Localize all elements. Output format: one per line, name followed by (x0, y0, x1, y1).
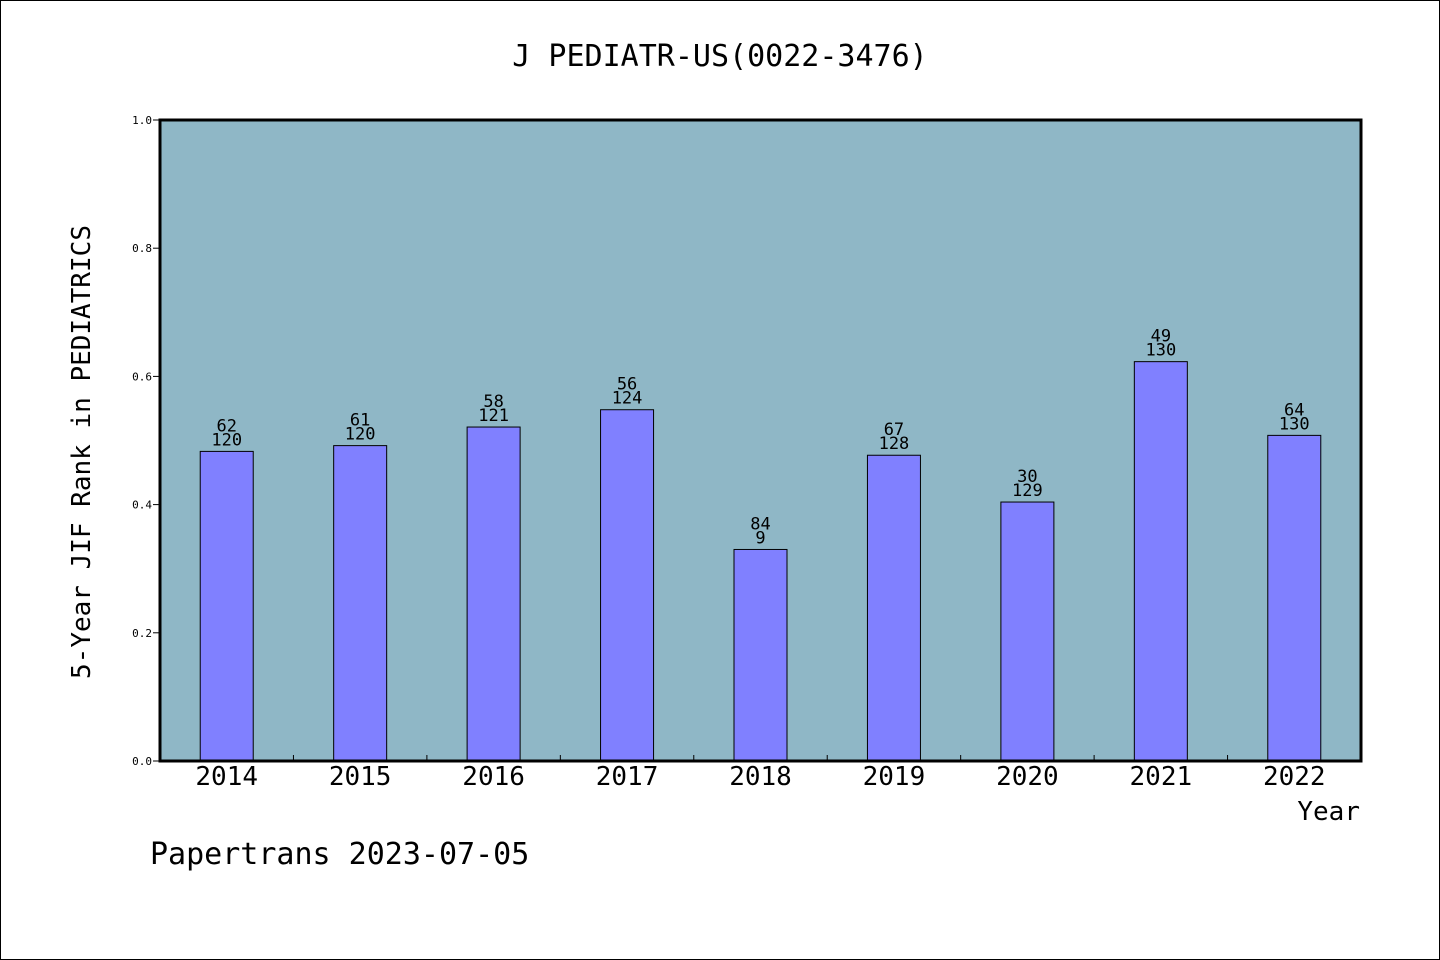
bar-2019 (866, 454, 921, 762)
y-tick-label: 0.4 (132, 499, 152, 512)
bar-label-bottom: 120 (211, 430, 242, 450)
y-tick-label: 0.8 (132, 242, 152, 255)
bar-label-top: 62 (216, 416, 236, 436)
y-tick-label: 1.0 (132, 114, 152, 127)
bar-label-top: 30 (1017, 467, 1037, 487)
bar-label-bottom: 128 (879, 434, 910, 454)
bar-label-bottom: 130 (1145, 341, 1176, 361)
plot-border (158, 118, 1363, 763)
x-tick-label: 2021 (1130, 762, 1193, 792)
x-tick-label: 2017 (596, 762, 659, 792)
bar-label-bottom: 120 (345, 425, 376, 445)
bar-2020 (1000, 501, 1055, 762)
bar-label-bottom: 9 (755, 528, 765, 548)
bar-label-bottom: 129 (1012, 481, 1043, 501)
bar-label-top: 61 (350, 411, 370, 431)
footer-credit: Papertrans 2023-07-05 (150, 837, 529, 872)
bar-2021 (1133, 361, 1188, 762)
bar-label-top: 84 (750, 514, 770, 534)
bars: 6212061120581215612484967128301294913064… (199, 327, 1322, 762)
bar-label-top: 56 (617, 375, 637, 395)
y-tick-label: 0.6 (132, 370, 152, 383)
x-tick-label: 2014 (195, 762, 258, 792)
x-tick-label: 2018 (729, 762, 792, 792)
bar-2014 (199, 450, 254, 762)
bar-label-top: 67 (884, 420, 904, 440)
bar-label-bottom: 124 (612, 389, 643, 409)
bar-2015 (333, 445, 388, 762)
bar-label-top: 49 (1151, 327, 1171, 347)
bar-2016 (466, 426, 521, 762)
x-axis-label: Year (1297, 797, 1360, 827)
x-tick-label: 2015 (329, 762, 392, 792)
chart-title: J PEDIATR-US(0022-3476) (512, 39, 927, 74)
x-tick-label: 2019 (863, 762, 926, 792)
y-axis: 0.0 0.2 0.4 0.6 0.8 1.0 (132, 114, 160, 768)
x-tick-label: 2022 (1263, 762, 1326, 792)
x-axis-tick-labels: 2014 2015 2016 2017 2018 2019 2020 2021 2022 (195, 762, 1325, 792)
bar-label-bottom: 130 (1279, 414, 1310, 434)
y-axis-label: 5-Year JIF Rank in PEDIATRICS (67, 225, 97, 679)
bar-label-bottom: 121 (478, 406, 509, 426)
x-tick-label: 2020 (996, 762, 1059, 792)
y-tick-label: 0.2 (132, 627, 152, 640)
bar-2017 (600, 409, 655, 762)
bar-2018 (733, 548, 788, 762)
bar-label-top: 58 (483, 392, 503, 412)
bar-label-top: 64 (1284, 400, 1304, 420)
bar-2022 (1267, 434, 1322, 762)
y-tick-label: 0.0 (132, 755, 152, 768)
x-tick-label: 2016 (462, 762, 525, 792)
